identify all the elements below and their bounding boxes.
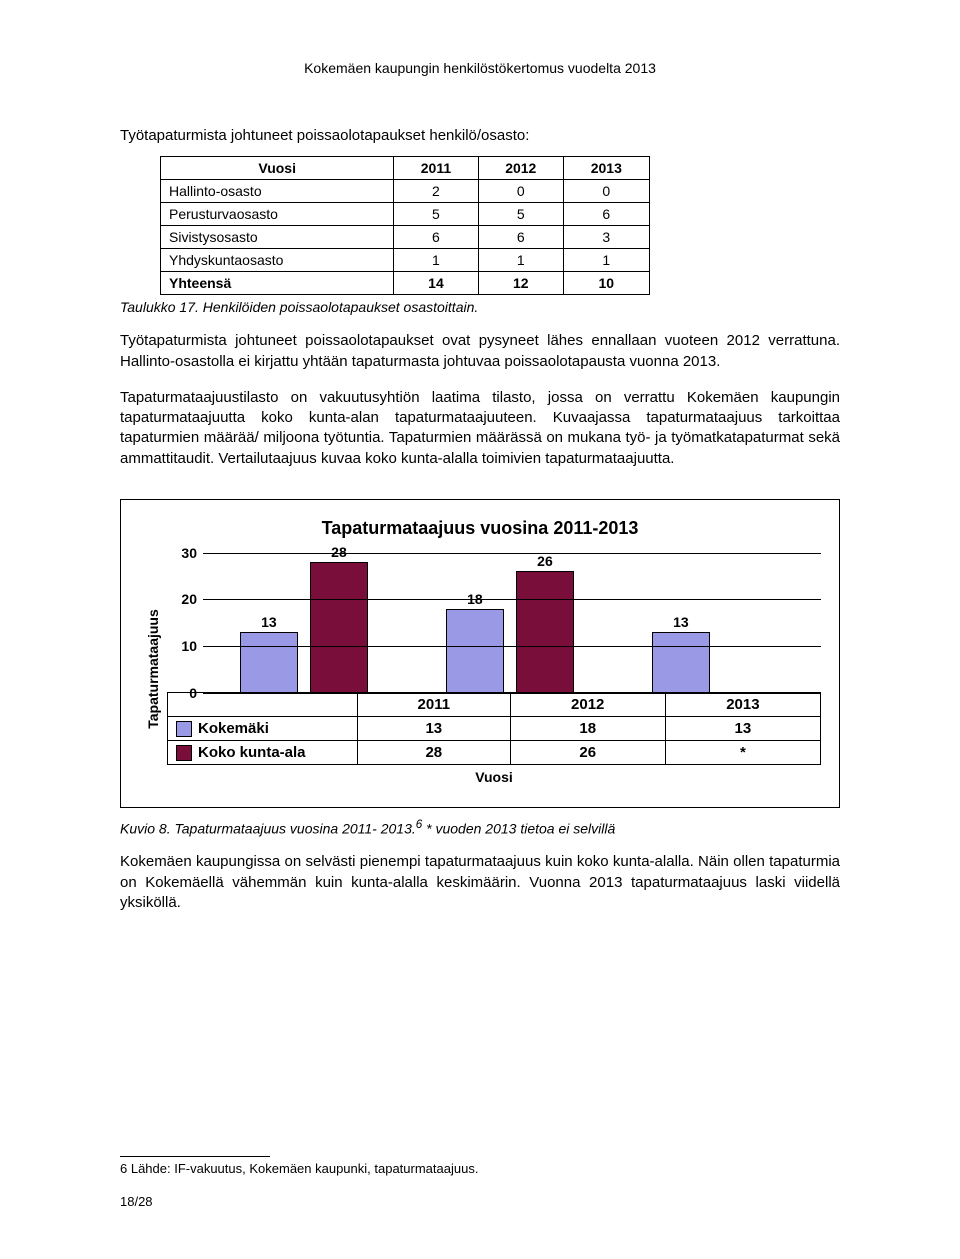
section-heading: Työtapaturmista johtuneet poissaolotapau…: [120, 126, 840, 146]
y-tick-label: 10: [181, 638, 197, 654]
chart-table-row: Kokemäki131813: [168, 716, 821, 740]
chart-table-year: 2013: [665, 692, 820, 716]
paragraph-1: Työtapaturmista johtuneet poissaolotapau…: [120, 331, 840, 372]
gridline: [203, 646, 821, 647]
table-caption: Taulukko 17. Henkilöiden poissaolotapauk…: [120, 299, 840, 315]
bar: [310, 562, 368, 693]
y-tick-label: 20: [181, 591, 197, 607]
page: Kokemäen kaupungin henkilöstökertomus vu…: [0, 0, 960, 1259]
row-value: 0: [564, 180, 650, 203]
chart-table-value: 26: [510, 740, 665, 764]
chart-table-year: 2012: [510, 692, 665, 716]
table-absences: Vuosi 2011 2012 2013 Hallinto-osasto200P…: [160, 156, 650, 295]
chart-table-header-row: 201120122013: [168, 692, 821, 716]
table-row: Sivistysosasto663: [161, 226, 650, 249]
row-value: 6: [478, 226, 564, 249]
chart-table-value: 28: [358, 740, 511, 764]
bar: [446, 609, 504, 693]
table-row: Hallinto-osasto200: [161, 180, 650, 203]
footnote-rule: [120, 1156, 270, 1157]
chart-container: Tapaturmataajuus vuosina 2011-2013 Tapat…: [120, 499, 840, 808]
th-2012: 2012: [478, 157, 564, 180]
bar: [240, 632, 298, 693]
bar-group: 1328: [203, 553, 409, 693]
th-2011: 2011: [394, 157, 478, 180]
th-2013: 2013: [564, 157, 650, 180]
chart-caption-text-b: * vuoden 2013 tietoa ei selvillä: [422, 820, 615, 836]
chart-table-year: 2011: [358, 692, 511, 716]
chart-caption: Kuvio 8. Tapaturmataajuus vuosina 2011- …: [120, 818, 840, 837]
bar-group: 1826: [409, 553, 615, 693]
chart-table-row: Koko kunta-ala2826*: [168, 740, 821, 764]
row-value: 1: [478, 249, 564, 272]
page-number: 18/28: [120, 1194, 840, 1209]
table-row: Yhdyskuntaosasto111: [161, 249, 650, 272]
chart-table-value: 18: [510, 716, 665, 740]
total-label: Yhteensä: [161, 272, 394, 295]
row-value: 5: [394, 203, 478, 226]
table-header-row: Vuosi 2011 2012 2013: [161, 157, 650, 180]
chart-table-value: 13: [665, 716, 820, 740]
y-axis: 0102030: [167, 553, 203, 693]
running-header: Kokemäen kaupungin henkilöstökertomus vu…: [120, 60, 840, 76]
x-axis-title: Vuosi: [167, 769, 821, 785]
row-value: 2: [394, 180, 478, 203]
gridline: [203, 693, 821, 694]
y-tick-label: 30: [181, 545, 197, 561]
bar-value-label: 26: [515, 553, 575, 569]
total-value: 10: [564, 272, 650, 295]
th-vuosi: Vuosi: [161, 157, 394, 180]
row-value: 1: [564, 249, 650, 272]
y-axis-label-wrap: Tapaturmataajuus: [139, 553, 167, 785]
paragraph-3: Kokemäen kaupungissa on selvästi pienemp…: [120, 852, 840, 913]
bar: [652, 632, 710, 693]
chart-caption-text-a: Kuvio 8. Tapaturmataajuus vuosina 2011- …: [120, 820, 416, 836]
total-value: 12: [478, 272, 564, 295]
row-value: 6: [564, 203, 650, 226]
gridline: [203, 599, 821, 600]
footer: 6 Lähde: IF-vakuutus, Kokemäen kaupunki,…: [120, 1156, 840, 1209]
bar-group: 13: [615, 553, 821, 693]
legend-swatch: [176, 745, 192, 761]
y-tick-label: 0: [189, 685, 197, 701]
row-label: Hallinto-osasto: [161, 180, 394, 203]
gridline: [203, 553, 821, 554]
footnote: 6 Lähde: IF-vakuutus, Kokemäen kaupunki,…: [120, 1161, 840, 1176]
total-value: 14: [394, 272, 478, 295]
row-label: Perusturvaosasto: [161, 203, 394, 226]
row-value: 1: [394, 249, 478, 272]
y-axis-label: Tapaturmataajuus: [145, 609, 161, 729]
legend-swatch: [176, 721, 192, 737]
row-label: Yhdyskuntaosasto: [161, 249, 394, 272]
row-value: 5: [478, 203, 564, 226]
bar-value-label: 13: [239, 614, 299, 630]
legend-label: Koko kunta-ala: [168, 740, 358, 764]
row-value: 6: [394, 226, 478, 249]
chart-data-table: 201120122013Kokemäki131813Koko kunta-ala…: [167, 692, 821, 765]
paragraph-2: Tapaturmataajuustilasto on vakuutusyhtiö…: [120, 388, 840, 469]
bar: [516, 571, 574, 692]
chart-table-value: *: [665, 740, 820, 764]
chart-table-value: 13: [358, 716, 511, 740]
table-row: Perusturvaosasto556: [161, 203, 650, 226]
legend-label: Kokemäki: [168, 716, 358, 740]
plot-area: 13281826 13: [203, 553, 821, 693]
chart-title: Tapaturmataajuus vuosina 2011-2013: [139, 518, 821, 539]
bars-layer: 13281826 13: [203, 553, 821, 693]
bar-value-label: 13: [651, 614, 711, 630]
table-total-row: Yhteensä141210: [161, 272, 650, 295]
row-label: Sivistysosasto: [161, 226, 394, 249]
tbody: Hallinto-osasto200Perusturvaosasto556Siv…: [161, 180, 650, 295]
row-value: 0: [478, 180, 564, 203]
row-value: 3: [564, 226, 650, 249]
